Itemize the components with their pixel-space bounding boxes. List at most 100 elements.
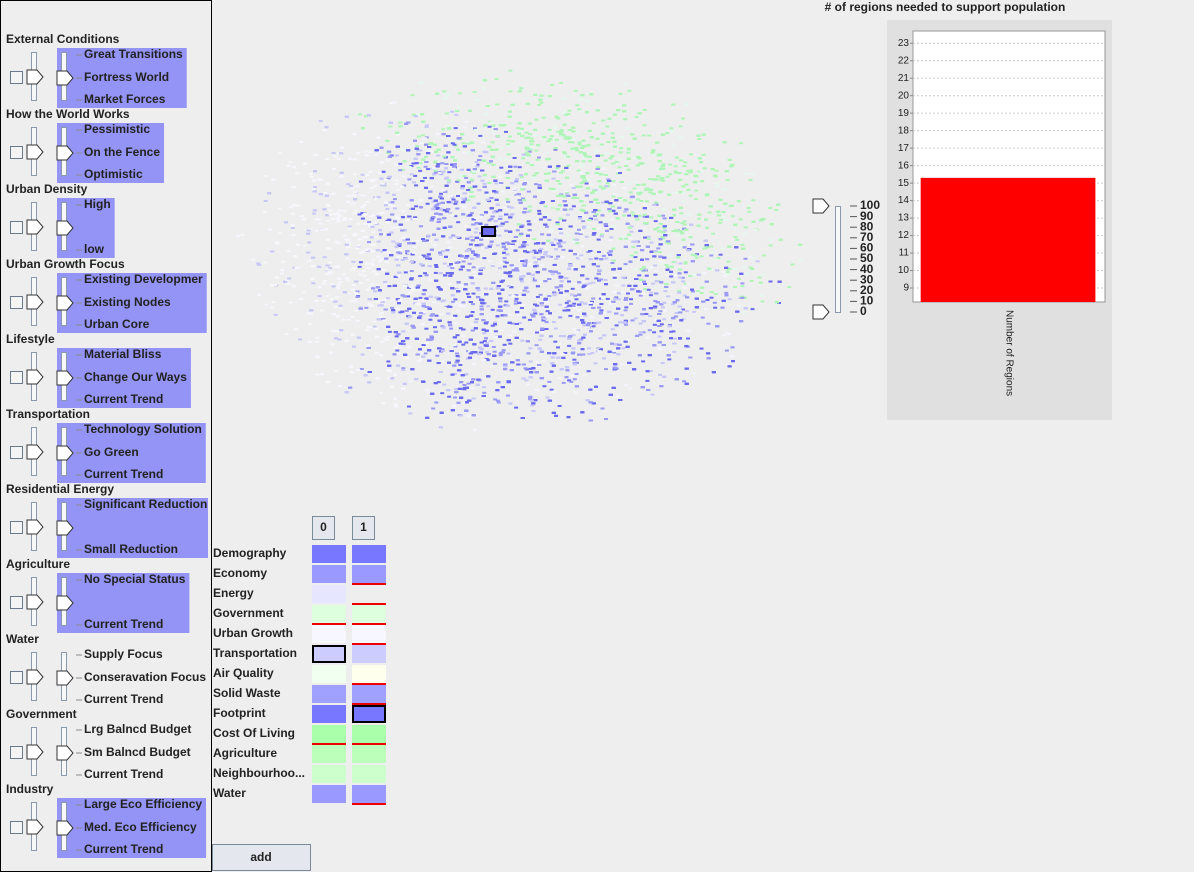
option-label[interactable]: Supply Focus <box>84 647 163 661</box>
slider-thumb[interactable] <box>26 819 44 835</box>
option-label[interactable]: Small Reduction <box>84 542 178 556</box>
slider-thumb[interactable] <box>26 669 44 685</box>
scatter-dot <box>677 289 682 292</box>
scatter-dot <box>610 262 615 264</box>
slider-thumb[interactable] <box>56 520 74 536</box>
scatter-dot <box>402 184 407 187</box>
scatter-dot <box>537 156 541 159</box>
checkbox[interactable] <box>10 371 23 384</box>
slider-thumb[interactable] <box>26 69 44 85</box>
slider-thumb[interactable] <box>56 220 74 236</box>
option-label[interactable]: Great Transitions <box>84 47 183 61</box>
slider-thumb[interactable] <box>56 670 74 686</box>
scatter-dot <box>646 235 651 238</box>
slider-thumb[interactable] <box>26 144 44 160</box>
option-label[interactable]: Technology Solution <box>84 422 202 436</box>
checkbox[interactable] <box>10 746 23 759</box>
checkbox[interactable] <box>10 821 23 834</box>
option-label[interactable]: Sm Balncd Budget <box>84 745 191 759</box>
scatter-dot <box>418 149 423 152</box>
scatter-dot <box>499 387 504 390</box>
option-label[interactable]: Current Trend <box>84 767 163 781</box>
scatter-dot <box>629 230 634 233</box>
scatter-dot <box>528 148 533 151</box>
option-label[interactable]: Current Trend <box>84 692 163 706</box>
checkbox[interactable] <box>10 521 23 534</box>
checkbox[interactable] <box>10 671 23 684</box>
slider-thumb[interactable] <box>26 444 44 460</box>
scatter-dot <box>474 161 479 163</box>
option-label[interactable]: Med. Eco Efficiency <box>84 820 197 834</box>
scatter-dot <box>442 262 447 265</box>
option-label[interactable]: Conseravation Focus <box>84 670 206 684</box>
scatter-dot <box>540 233 545 236</box>
slider-thumb[interactable] <box>56 295 74 311</box>
slider-thumb[interactable] <box>26 369 44 385</box>
scatter-dot <box>603 159 608 162</box>
checkbox[interactable] <box>10 71 23 84</box>
scatter-dot <box>557 182 562 185</box>
slider-thumb[interactable] <box>26 519 44 535</box>
option-label[interactable]: low <box>84 242 105 256</box>
option-label[interactable]: Market Forces <box>84 92 166 106</box>
option-label[interactable]: Current Trend <box>84 617 163 631</box>
checkbox[interactable] <box>10 221 23 234</box>
option-label[interactable]: Change Our Ways <box>84 370 187 384</box>
option-label[interactable]: High <box>84 197 111 211</box>
option-label[interactable]: On the Fence <box>84 145 160 159</box>
slider-thumb[interactable] <box>56 445 74 461</box>
slider-thumb[interactable] <box>26 294 44 310</box>
scatter-dot <box>605 297 610 300</box>
option-label[interactable]: Optimistic <box>84 167 143 181</box>
scatter-dot <box>596 238 601 241</box>
slider-thumb[interactable] <box>26 594 44 610</box>
scatter-dot <box>455 207 460 210</box>
scatter-dot <box>490 308 495 311</box>
option-label[interactable]: Large Eco Efficiency <box>84 797 202 811</box>
scatter-dot <box>703 308 708 310</box>
slider-thumb[interactable] <box>26 219 44 235</box>
scatter-dot <box>482 340 487 343</box>
option-label[interactable]: Current Trend <box>84 467 163 481</box>
scatter-dot <box>537 209 542 212</box>
option-label[interactable]: Urban Core <box>84 317 150 331</box>
scatter-dot <box>527 318 532 321</box>
option-label[interactable]: Lrg Balncd Budget <box>84 722 191 736</box>
checkbox[interactable] <box>10 446 23 459</box>
scatter-dot <box>566 113 571 116</box>
scatter-dot <box>611 195 616 198</box>
slider-thumb[interactable] <box>26 744 44 760</box>
scatter-dot <box>358 113 362 116</box>
slider-thumb[interactable] <box>56 820 74 836</box>
slider-thumb[interactable] <box>56 370 74 386</box>
scatter-dot <box>535 304 539 307</box>
scatter-dot <box>719 218 723 221</box>
option-label[interactable]: Material Bliss <box>84 347 162 361</box>
slider-thumb[interactable] <box>56 745 74 761</box>
checkbox[interactable] <box>10 146 23 159</box>
scatter-dot <box>412 181 416 184</box>
slider-thumb[interactable] <box>56 595 74 611</box>
checkbox[interactable] <box>10 596 23 609</box>
option-label[interactable]: Current Trend <box>84 842 163 856</box>
option-label[interactable]: No Special Status <box>84 572 186 586</box>
option-label[interactable]: Pessimistic <box>84 122 150 136</box>
option-label[interactable]: Fortress World <box>84 70 169 84</box>
scatter-dot <box>641 331 646 334</box>
option-label[interactable]: Current Trend <box>84 392 163 406</box>
option-label[interactable]: Existing Nodes <box>84 295 171 309</box>
slider-thumb[interactable] <box>56 70 74 86</box>
scatter-dot <box>532 238 537 241</box>
scatter-dot <box>645 187 650 190</box>
option-label[interactable]: Go Green <box>84 445 139 459</box>
scatter-dot <box>665 132 670 135</box>
scatter-dot <box>694 198 699 201</box>
scatter-dot <box>365 289 370 292</box>
scatter-dot <box>558 239 562 242</box>
option-label[interactable]: Significant Reduction <box>84 497 207 511</box>
checkbox[interactable] <box>10 296 23 309</box>
option-label[interactable]: Existing Developmer <box>84 272 203 286</box>
scatter-dot <box>565 234 570 237</box>
slider-thumb[interactable] <box>56 145 74 161</box>
scatter-dot <box>668 163 673 166</box>
